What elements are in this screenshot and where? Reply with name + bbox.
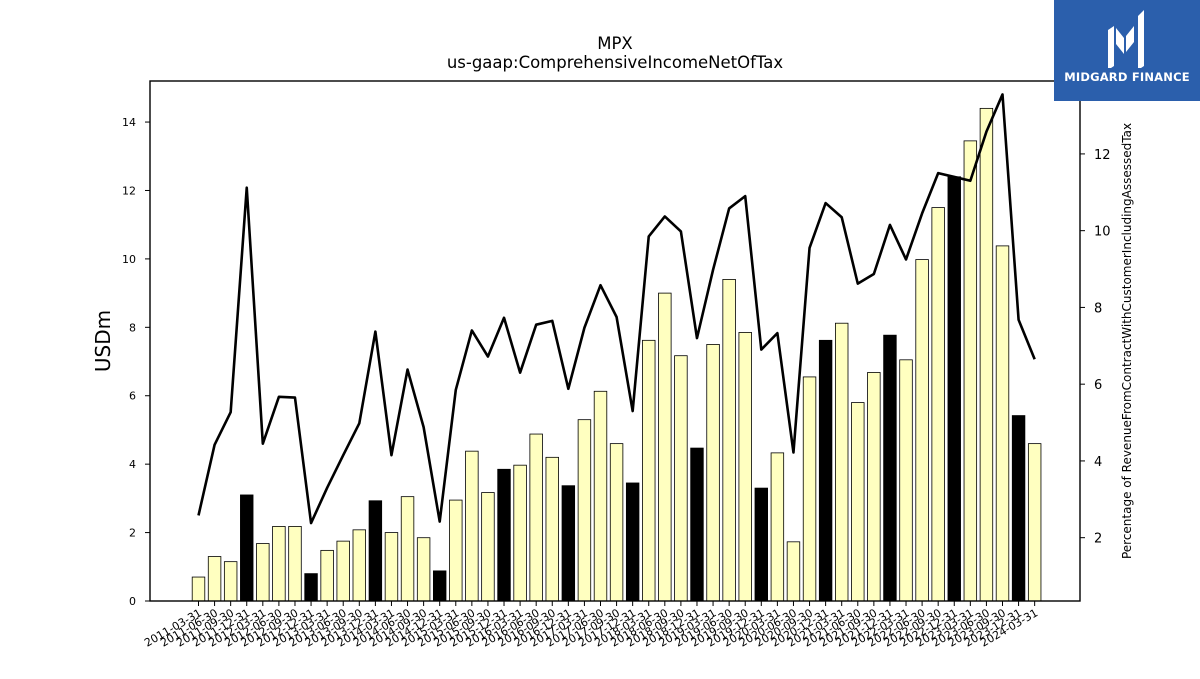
midgard-finance-logo: MIDGARD FINANCE [1054,0,1200,101]
bar-2016-06-30 [529,433,543,602]
bars-layer [191,107,1042,602]
bar-2020-09-30 [802,376,817,602]
midgard-logo-mark-icon [1108,10,1144,68]
bar-2021-12-31 [883,334,897,602]
bar-2014-03-31 [384,532,399,602]
bar-2017-06-30 [593,390,608,602]
bar-2014-09-30 [416,537,431,602]
bar-2021-03-31 [835,322,849,602]
bar-2015-06-30 [465,450,479,602]
bar-2021-06-30 [851,402,865,602]
bar-2020-12-31 [818,339,833,602]
bar-2022-09-30 [931,207,945,602]
y2-axis-label: Percentage of RevenueFromContractWithCus… [1120,123,1134,559]
bar-2014-06-30 [400,496,415,602]
bar-2017-12-31 [625,482,640,602]
bar-2020-06-30 [786,541,801,602]
y2-tick-label: 2 [1094,532,1102,547]
bar-2017-03-31 [577,419,592,602]
plot-frame [149,80,1081,602]
bar-2019-09-30 [738,332,752,602]
bar-2018-12-31 [690,447,704,602]
y-axis-label: USDm [91,310,115,372]
bar-2018-03-31 [642,339,656,602]
y-tick-label: 4 [129,458,136,471]
bar-2012-06-30 [272,526,286,602]
bar-2023-09-30 [995,245,1010,602]
bar-2019-12-31 [754,487,769,602]
bar-2015-09-30 [481,492,495,602]
bar-2013-12-31 [368,500,383,602]
y2-tick-label: 4 [1094,455,1102,470]
bar-2021-09-30 [867,372,881,602]
bar-2019-06-30 [722,279,736,602]
bar-2018-06-30 [658,292,672,602]
bar-2023-12-31 [1011,415,1026,602]
y2-tick-label: 6 [1094,378,1102,393]
bar-2022-12-31 [947,176,961,602]
bar-2024-03-31 [1027,443,1042,602]
bar-2019-03-31 [706,344,720,602]
bar-2013-03-31 [320,549,334,602]
y-tick-label: 0 [129,595,136,608]
bar-2016-12-31 [561,485,576,602]
bar-2022-06-30 [915,259,929,602]
bar-2012-12-31 [304,573,318,602]
chart-subtitle: us-gaap:ComprehensiveIncomeNetOfTax [447,53,784,72]
line-layer [197,93,1036,525]
y2-tick-label: 10 [1094,225,1111,240]
bar-2015-12-31 [497,468,511,602]
bar-2013-09-30 [352,529,367,602]
bar-2020-03-31 [770,452,785,602]
bar-2013-06-30 [336,540,350,602]
logo-text: MIDGARD FINANCE [1064,70,1190,84]
bar-2011-12-31 [240,494,254,602]
y-tick-label: 12 [122,184,136,197]
y-tick-label: 8 [129,321,136,334]
bar-2023-06-30 [979,107,994,602]
y-tick-label: 2 [129,527,136,540]
bar-2016-09-30 [545,456,559,602]
bar-2011-03-31 [191,576,206,602]
bar-2018-09-30 [674,355,688,602]
bar-2015-03-31 [449,499,463,602]
bar-2023-03-31 [963,140,978,602]
bar-2016-03-31 [513,464,527,602]
y-tick-label: 10 [122,253,136,266]
bar-2011-06-30 [207,556,222,602]
y-tick-label: 6 [129,390,136,403]
axes-layer: 02468101214246810122011-03-312011-06-302… [122,80,1111,650]
bar-2011-09-30 [223,561,238,602]
y2-tick-label: 8 [1094,301,1102,316]
bar-2012-03-31 [256,543,270,602]
y2-tick-label: 12 [1094,148,1111,163]
bar-2012-09-30 [288,526,302,602]
y-tick-label: 14 [122,116,136,129]
bar-2014-12-31 [432,570,447,602]
chart-title: MPX [597,34,633,53]
percentage-line [197,93,1036,525]
bar-2017-09-30 [609,443,624,602]
bar-2022-03-31 [899,359,913,602]
